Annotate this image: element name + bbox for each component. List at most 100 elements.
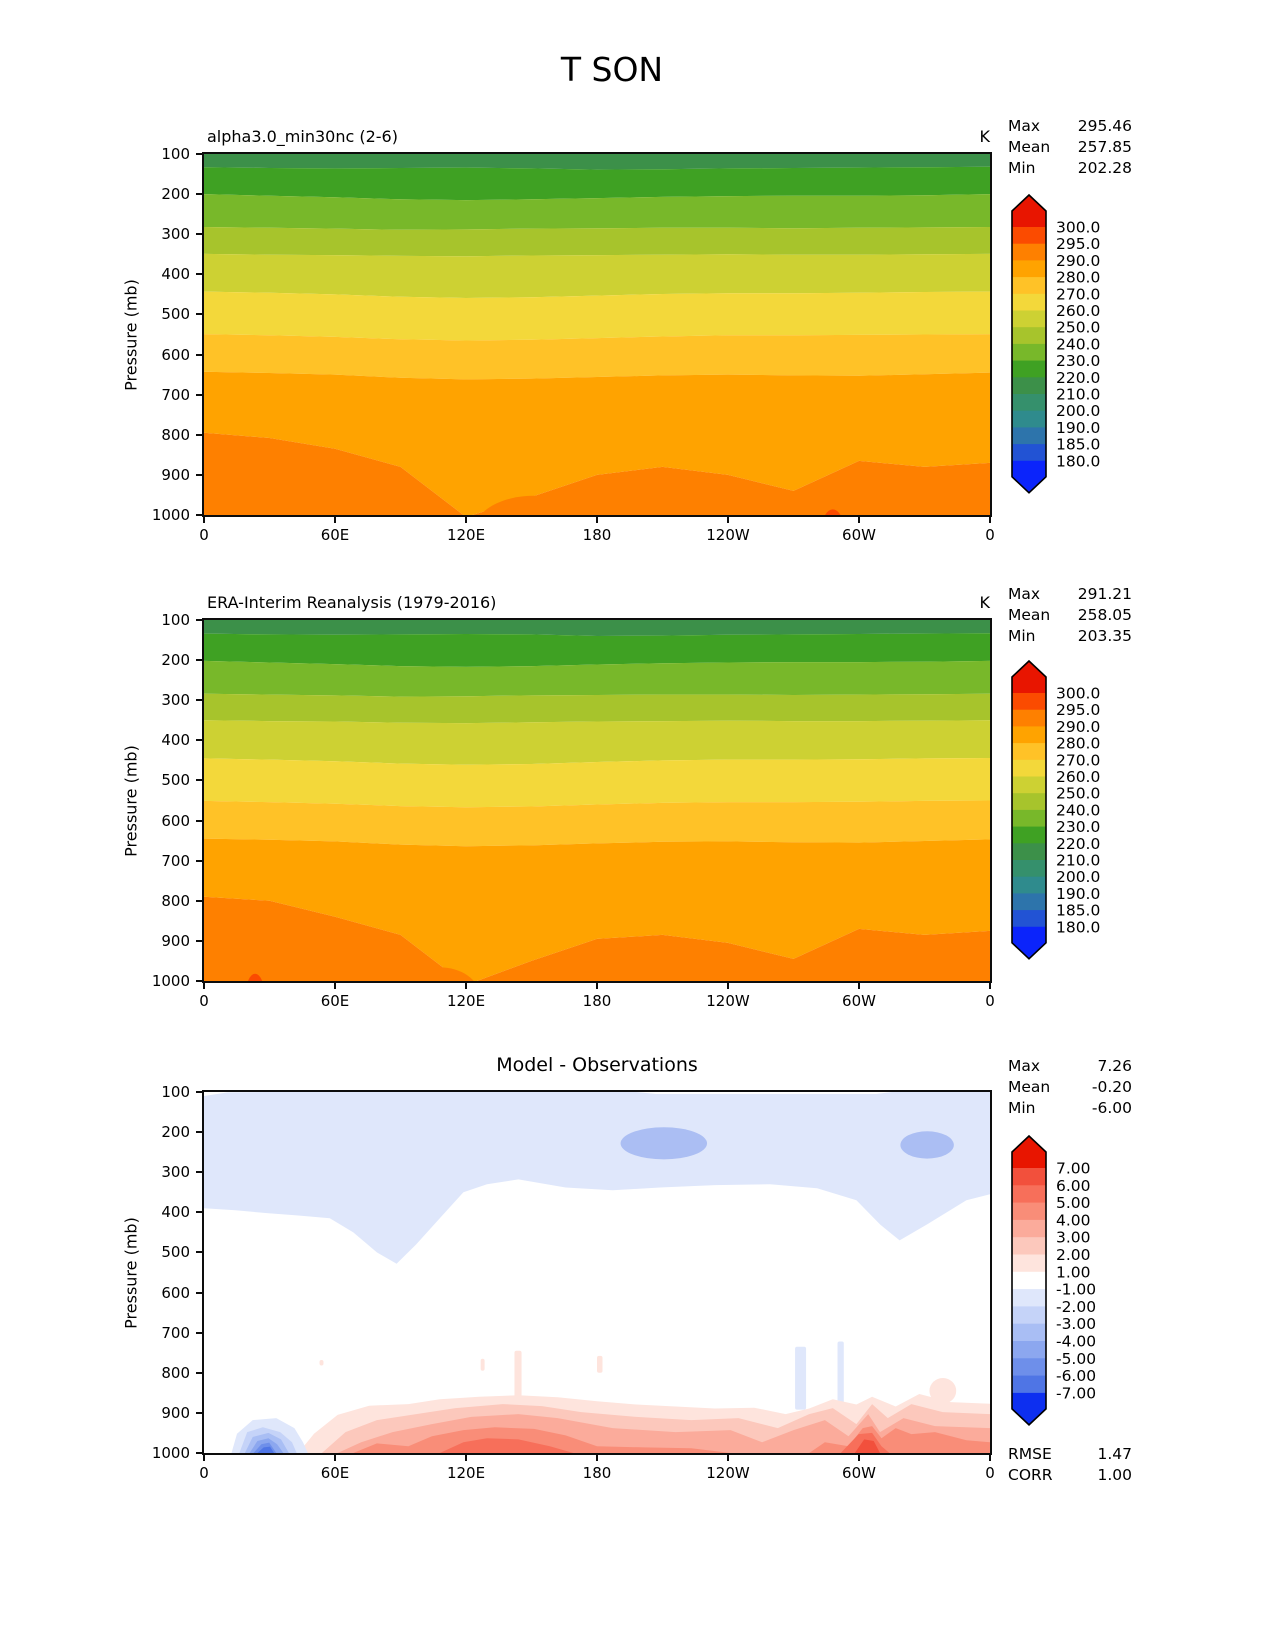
stat-label: Max (1008, 117, 1041, 135)
units-label-observations: K (979, 593, 991, 612)
colorbar-tick-label: 180.0 (1056, 918, 1100, 936)
x-tick (858, 515, 860, 523)
y-tick (196, 433, 204, 436)
stat-value: 7.26 (1097, 1057, 1132, 1075)
stat-value: 1.00 (1097, 1466, 1132, 1484)
y-tick-label: 400 (161, 265, 190, 284)
cool-blob-200mb-west-pacific (620, 1127, 708, 1160)
y-tick-label: 400 (161, 731, 190, 750)
colorbar-tick-label: -4.00 (1056, 1332, 1096, 1350)
y-tick (196, 819, 204, 822)
stat-label: Min (1008, 627, 1036, 645)
x-tick (465, 981, 467, 989)
x-tick-label: 60W (842, 992, 876, 1010)
y-tick-label: 700 (161, 385, 190, 404)
x-tick-label: 60W (842, 526, 876, 544)
colorbar-segment (1012, 759, 1047, 778)
colorbar-outline (1011, 659, 1047, 960)
x-tick (727, 981, 729, 989)
plot-area-observations (202, 618, 992, 983)
stat-label: Max (1008, 1057, 1041, 1075)
surface-warm-blob (825, 509, 841, 515)
x-tick-label: 120E (446, 992, 486, 1010)
y-tick-label: 900 (161, 931, 190, 950)
x-tick (596, 515, 598, 523)
colorbar-segment (1012, 726, 1047, 744)
colorbar-tick-label: -5.00 (1056, 1350, 1096, 1368)
colorbar-tick-label: 185.0 (1056, 902, 1100, 920)
x-tick (334, 515, 336, 523)
colorbar-segment (1012, 910, 1047, 928)
x-tick (203, 515, 205, 523)
y-axis-title: Pressure (mb) (121, 278, 141, 391)
stat-value: -6.00 (1091, 1099, 1132, 1117)
colorbar-tick-label: 300.0 (1056, 218, 1100, 236)
diff-streak (480, 1358, 485, 1371)
stat-label: Max (1008, 585, 1041, 603)
colorbar-tick-label: 240.0 (1056, 335, 1100, 353)
surface-warm-blob (599, 501, 674, 515)
y-tick (196, 659, 204, 662)
temp-band-270-280K (204, 334, 990, 380)
y-tick (196, 473, 204, 476)
y-tick-label: 700 (161, 851, 190, 870)
colorbar-segment (1012, 243, 1047, 261)
colorbar-svg-model: 300.0295.0290.0280.0270.0260.0250.0240.0… (1011, 193, 1100, 494)
x-tick-label: 0 (199, 992, 209, 1010)
panel-title-difference: Model - Observations (496, 1054, 698, 1076)
colorbar-tick-label: -2.00 (1056, 1298, 1096, 1316)
colorbar-tick-label: -7.00 (1056, 1384, 1096, 1402)
colorbar-observations: 300.0 295.0 290.0 280.0 270.0 260.0 250.0 240.0… (1005, 643, 1145, 981)
y-tick-label: 300 (161, 1163, 190, 1182)
colorbar-segment (1012, 876, 1047, 894)
skill-block: RMSE 1.47 CORR 1.00 (1008, 1444, 1132, 1486)
x-tick-label: 0 (199, 526, 209, 544)
surface-warm-blob (653, 972, 698, 981)
units-label-model: K (979, 127, 991, 146)
temp-band-250-260K (204, 720, 990, 765)
y-tick-label: 300 (161, 225, 190, 244)
diff-blob (929, 1377, 957, 1404)
temp-band-240-250K (204, 227, 990, 257)
y-tick-label: 500 (161, 305, 190, 324)
y-tick-label: 900 (161, 1403, 190, 1422)
surface-warm-blob (286, 508, 327, 515)
colorbar-tick-label: -3.00 (1056, 1315, 1096, 1333)
stat-row: Max 295.46 (1008, 116, 1132, 137)
colorbar-tick-label: 220.0 (1056, 835, 1100, 853)
colorbar-tick-label: 2.00 (1056, 1246, 1090, 1264)
field-observations (204, 620, 990, 981)
x-tick-label: 180 (582, 526, 612, 544)
field-difference (204, 1092, 990, 1453)
x-tick (596, 981, 598, 989)
y-tick-label: 800 (161, 891, 190, 910)
temp-band-210-220K (204, 620, 990, 636)
x-tick (334, 981, 336, 989)
colorbar-tick-label: 210.0 (1056, 851, 1100, 869)
surface-warm-blob (861, 965, 931, 981)
y-tick (196, 939, 204, 942)
colorbar-segment (1012, 709, 1047, 727)
colorbar-segment (1012, 1375, 1047, 1394)
stat-row: RMSE 1.47 (1008, 1444, 1132, 1465)
colorbar-tick-label: 295.0 (1056, 235, 1100, 253)
colorbar-tick-label: -6.00 (1056, 1367, 1096, 1385)
colorbar-segment (1012, 427, 1047, 445)
plot-area-model (202, 152, 992, 517)
x-tick (465, 515, 467, 523)
y-tick-label: 100 (161, 611, 190, 629)
surface-warm-blob (405, 967, 474, 981)
y-tick (196, 1091, 204, 1093)
colorbar-tick-label: 270.0 (1056, 751, 1100, 769)
y-tick (196, 739, 204, 742)
surface-warm-blob (796, 492, 870, 515)
colorbar-segment (1012, 826, 1047, 844)
colorbar-tick-label: 250.0 (1056, 785, 1100, 803)
colorbar-lower-arrow (1012, 460, 1047, 493)
y-tick-label: 100 (161, 145, 190, 163)
x-tick (596, 1453, 598, 1461)
stat-row: Min 203.35 (1008, 626, 1132, 647)
y-tick-label: 1000 (151, 972, 190, 990)
surface-warm-blob (743, 969, 797, 981)
colorbar-segment (1012, 1237, 1047, 1256)
